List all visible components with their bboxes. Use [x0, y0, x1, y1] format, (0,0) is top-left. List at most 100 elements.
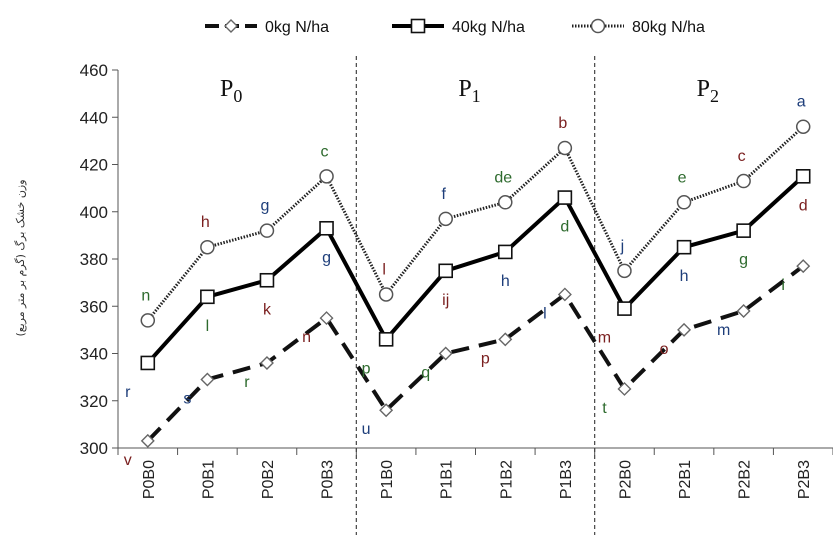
point-circle [557, 140, 573, 156]
point-circle [438, 211, 453, 227]
letter-label: u [362, 421, 371, 438]
axes: 300 320 340 360 380 400 420 440 460 P0B0 P0B1 P0B2 P… [80, 61, 833, 499]
point-square [378, 332, 394, 347]
point-square [795, 169, 811, 184]
y-tick-label: 360 [80, 297, 108, 316]
series-group [140, 169, 811, 371]
letter-label: e [678, 169, 687, 186]
x-tick-label: P2B1 [677, 460, 694, 499]
series [140, 119, 811, 448]
series-line [146, 174, 805, 365]
letter-label: p [481, 350, 490, 367]
x-tick-label: P1B2 [498, 460, 515, 499]
point-diamond [617, 381, 632, 396]
point-square [736, 223, 751, 238]
letter-label: v [124, 452, 132, 469]
letter-label: b [558, 115, 567, 132]
letter-label: p [362, 360, 371, 377]
letter-label: t [602, 400, 607, 417]
y-tick-label: 460 [80, 61, 108, 80]
y-tick-label: 320 [80, 392, 108, 411]
letter-label: g [322, 249, 331, 266]
point-square [676, 239, 692, 255]
letter-label: l [543, 305, 547, 322]
point-diamond [736, 303, 751, 318]
x-tick-label: P1B1 [439, 460, 456, 499]
point-diamond [259, 355, 274, 370]
point-circle [498, 195, 513, 210]
x-tick-label: P0B1 [200, 460, 217, 499]
y-tick-label: 340 [80, 345, 108, 364]
point-circle [378, 287, 394, 302]
point-diamond [557, 287, 572, 302]
point-diamond [677, 322, 692, 337]
letter-label: r [125, 384, 131, 401]
letter-label: h [201, 214, 210, 231]
x-tick-label: P2B0 [617, 460, 634, 499]
letter-label: c [321, 143, 329, 160]
point-circle [140, 313, 156, 328]
y-tick-label: 300 [80, 439, 108, 458]
letter-label: h [680, 268, 689, 285]
letter-label: l [206, 318, 210, 335]
letter-label: d [560, 219, 569, 236]
group-label: P0 [220, 76, 242, 106]
series-line [146, 264, 805, 443]
point-square [259, 272, 275, 288]
point-circle [676, 195, 692, 210]
letter-label: g [739, 252, 748, 269]
point-square [617, 301, 632, 316]
series-group [140, 259, 811, 448]
letter-label: h [501, 273, 510, 290]
point-circle [200, 239, 215, 255]
point-circle [736, 173, 751, 189]
x-tick-label: P0B2 [260, 460, 277, 499]
x-tick-label: P0B3 [320, 460, 337, 499]
group-label: P2 [697, 76, 719, 106]
letter-label: f [441, 186, 446, 203]
point-diamond [200, 372, 215, 387]
point-circle [795, 119, 811, 134]
letter-label: ij [442, 292, 449, 309]
letter-label: n [302, 329, 311, 346]
letter-label: i [781, 277, 785, 294]
letter-label: d [799, 197, 808, 214]
legend-label: 0kg N/ha [265, 19, 329, 36]
x-tick-label: P1B3 [558, 460, 575, 499]
group-label: P1 [458, 76, 480, 106]
y-tick-label: 420 [80, 156, 108, 175]
point-square [319, 220, 334, 236]
x-tick-label: P1B0 [379, 460, 396, 499]
letter-label: l [382, 261, 386, 278]
point-square [557, 190, 573, 205]
significance-letters: v s r n u q p l t o m i r l k g p ij h d m h g d n h g c l f de b j e c a [124, 94, 808, 469]
letter-label: n [141, 287, 150, 304]
letter-label: c [738, 148, 746, 165]
point-diamond [140, 433, 155, 448]
x-tick-label: P0B0 [141, 460, 158, 499]
letter-label: o [660, 341, 669, 358]
letter-label: q [421, 365, 430, 382]
letter-label: m [598, 330, 611, 347]
point-diamond [224, 19, 238, 33]
letter-label: r [244, 374, 250, 391]
letter-label: g [261, 198, 270, 215]
point-diamond [438, 346, 453, 361]
point-square [438, 263, 454, 279]
y-tick-label: 380 [80, 250, 108, 269]
letter-label: k [263, 301, 272, 318]
point-diamond [379, 403, 394, 418]
y-axis-label: وزن خشک برگ (گرم بر متر مربع) [14, 179, 27, 336]
point-circle [319, 169, 334, 184]
letter-label: s [183, 390, 191, 407]
point-diamond [319, 311, 334, 326]
y-tick-label: 440 [80, 108, 108, 127]
x-tick-label: P2B3 [796, 460, 813, 499]
point-diamond [498, 332, 513, 347]
group-dividers [355, 56, 596, 535]
point-circle [590, 18, 606, 34]
legend-label: 40kg N/ha [452, 19, 525, 36]
point-square [200, 289, 215, 305]
point-circle [259, 223, 275, 238]
